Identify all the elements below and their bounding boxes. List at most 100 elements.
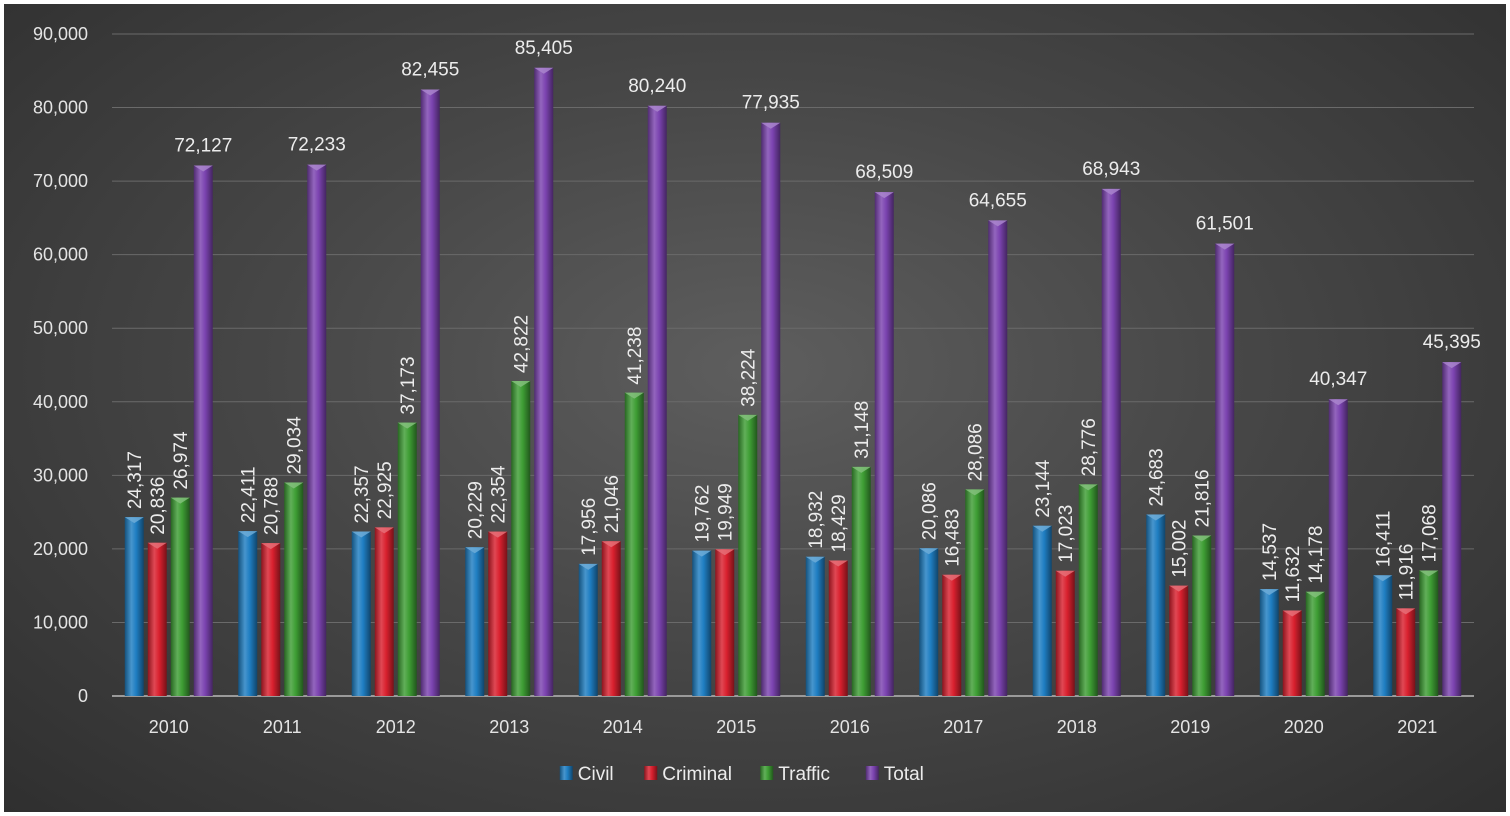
- data-label-civil: 18,932: [806, 491, 827, 549]
- bar-total-2014: [647, 105, 667, 696]
- bar-total-2010: [193, 165, 213, 697]
- bar-cap: [942, 574, 962, 581]
- data-label-traffic: 41,238: [625, 327, 646, 385]
- legend-label: Traffic: [778, 764, 830, 785]
- legend-label: Criminal: [662, 764, 732, 785]
- bar-civil-2020: [1259, 589, 1279, 696]
- bar-cap: [351, 531, 371, 538]
- bar-cap: [828, 560, 848, 567]
- y-tick-label: 30,000: [33, 465, 88, 485]
- data-label-criminal: 19,949: [716, 483, 737, 541]
- data-label-traffic: 38,224: [739, 348, 760, 407]
- legend-item-criminal: Criminal: [644, 764, 732, 785]
- bar-cap: [307, 164, 327, 171]
- bar-traffic-2013: [511, 381, 531, 696]
- data-label-criminal: 21,046: [602, 475, 623, 533]
- x-tick-label: 2011: [263, 717, 302, 737]
- legend-swatch: [644, 766, 658, 780]
- x-tick-label: 2021: [1397, 717, 1437, 737]
- bar-civil-2016: [805, 556, 825, 696]
- bar-cap: [1192, 535, 1212, 542]
- bar-cap: [1146, 514, 1166, 521]
- data-label-civil: 20,086: [920, 482, 941, 540]
- data-label-total: 64,655: [969, 190, 1027, 211]
- bar-cap: [715, 549, 735, 556]
- bar-cap: [261, 543, 281, 550]
- bar-cap: [397, 422, 417, 429]
- bar-criminal-2014: [601, 541, 621, 696]
- bar-cap: [805, 556, 825, 563]
- bar-total-2012: [420, 89, 440, 696]
- data-label-criminal: 16,483: [943, 509, 964, 567]
- data-label-total: 40,347: [1309, 369, 1367, 390]
- bar-criminal-2020: [1282, 610, 1302, 696]
- bar-traffic-2021: [1419, 570, 1439, 696]
- data-label-total: 68,509: [855, 162, 913, 183]
- data-label-civil: 24,683: [1147, 448, 1168, 506]
- bar-civil-2018: [1032, 525, 1052, 696]
- bar-cap: [738, 414, 758, 421]
- bar-cap: [851, 466, 871, 473]
- bar-criminal-2015: [715, 549, 735, 696]
- bar-cap: [1442, 362, 1462, 369]
- bar-cap: [578, 563, 598, 570]
- bar-civil-2012: [351, 531, 371, 696]
- bar-traffic-2014: [624, 392, 644, 696]
- data-label-total: 72,127: [174, 135, 232, 156]
- bar-total-2015: [761, 122, 781, 697]
- bar-civil-2021: [1373, 575, 1393, 696]
- data-label-traffic: 21,816: [1193, 469, 1214, 527]
- y-axis-ticks: 0 10,000 20,000 30,000 40,000 50,000 60,000 70,…: [33, 24, 88, 706]
- bar-cap: [511, 381, 531, 388]
- bar-civil-2013: [465, 547, 485, 696]
- legend-item-total: Total: [865, 764, 924, 785]
- legend-label: Total: [884, 764, 924, 785]
- data-label-total: 77,935: [742, 93, 800, 114]
- x-tick-label: 2020: [1284, 717, 1324, 737]
- data-label-traffic: 14,178: [1306, 526, 1327, 584]
- bar-cap: [1328, 399, 1348, 406]
- bar-total-2013: [534, 67, 554, 697]
- y-tick-label: 40,000: [33, 392, 88, 412]
- bar-civil-2011: [238, 531, 258, 696]
- data-label-criminal: 18,429: [829, 494, 850, 552]
- legend-swatch: [760, 766, 774, 780]
- y-tick-label: 20,000: [33, 539, 88, 559]
- data-label-traffic: 37,173: [398, 356, 419, 414]
- data-label-civil: 14,537: [1260, 523, 1281, 581]
- bar-total-2020: [1328, 399, 1348, 696]
- bar-cap: [1101, 188, 1121, 195]
- data-label-total: 85,405: [515, 38, 573, 59]
- bar-traffic-2020: [1305, 591, 1325, 696]
- bar-chart: 0 10,000 20,000 30,000 40,000 50,000 60,000 70,…: [33, 24, 1481, 785]
- bar-cap: [1305, 591, 1325, 598]
- x-tick-label: 2019: [1170, 717, 1210, 737]
- bar-cap: [147, 542, 167, 549]
- bar-traffic-2010: [170, 497, 190, 696]
- legend-swatch: [865, 766, 879, 780]
- bar-cap: [1078, 484, 1098, 491]
- data-label-civil: 24,317: [125, 451, 146, 509]
- data-label-criminal: 15,002: [1170, 520, 1191, 578]
- legend-item-civil: Civil: [559, 764, 614, 785]
- legend-swatch: [559, 766, 573, 780]
- legend-label: Civil: [578, 764, 614, 785]
- bar-cap: [761, 122, 781, 129]
- data-label-total: 82,455: [401, 59, 459, 80]
- bar-total-2011: [307, 164, 327, 696]
- data-label-traffic: 28,086: [966, 423, 987, 481]
- y-tick-label: 60,000: [33, 245, 88, 265]
- data-label-total: 72,233: [288, 135, 346, 156]
- x-tick-label: 2010: [149, 717, 189, 737]
- bar-cap: [624, 392, 644, 399]
- bar-criminal-2010: [147, 542, 167, 696]
- bar-total-2017: [988, 220, 1008, 696]
- data-label-criminal: 11,632: [1283, 546, 1304, 603]
- bar-total-2021: [1442, 362, 1462, 696]
- bar-criminal-2018: [1055, 570, 1075, 696]
- bar-criminal-2016: [828, 560, 848, 696]
- data-label-civil: 20,229: [466, 481, 487, 539]
- bar-cap: [284, 482, 304, 489]
- data-label-traffic: 28,776: [1079, 418, 1100, 476]
- bars: [124, 67, 1462, 697]
